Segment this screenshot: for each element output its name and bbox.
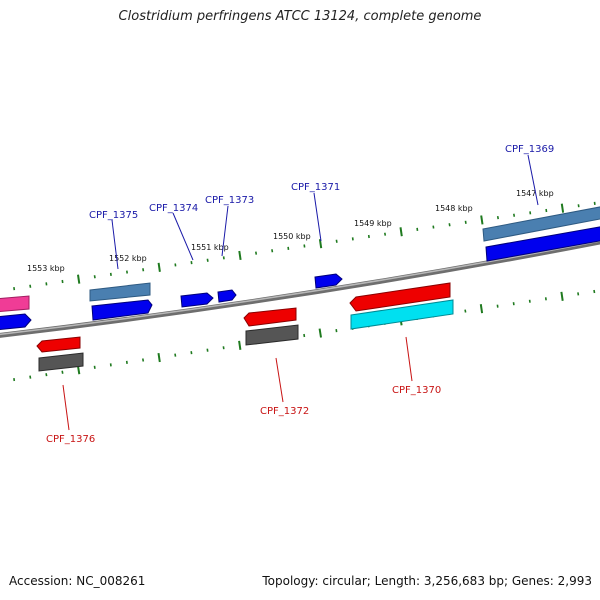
outer-ruler-minor-tick [29, 284, 32, 288]
outer-tick-ruler [13, 201, 596, 291]
outer-ruler-minor-tick [93, 275, 96, 279]
gene-cpf-1370-bar[interactable] [349, 282, 451, 312]
gene-gray-bar[interactable] [245, 324, 299, 346]
gene-cpf-1375-bar[interactable] [89, 282, 151, 302]
outer-ruler-minor-tick [271, 249, 274, 253]
outer-ruler-major-tick [157, 262, 161, 272]
inner-ruler-minor-tick [142, 358, 145, 362]
genome-backbone-highlight [0, 240, 600, 336]
inner-ruler-minor-tick [45, 373, 48, 377]
outer-ruler-major-tick [560, 203, 565, 213]
gene-cpf-1374-bar[interactable] [180, 292, 214, 308]
genome-stats-text: Topology: circular; Length: 3,256,683 bp… [262, 574, 592, 588]
gene-pink-bar[interactable] [0, 295, 30, 313]
kbp-label-1551: 1551 kbp [191, 243, 229, 252]
gene-label-cpf-1370[interactable]: CPF_1370 [392, 385, 441, 396]
gene-label-cpf-1373[interactable]: CPF_1373 [205, 195, 254, 206]
kbp-label-1553: 1553 kbp [27, 264, 65, 273]
leader-cpf-1375 [111, 219, 119, 270]
leader-cpf-1369 [527, 154, 539, 206]
inner-ruler-major-tick [238, 340, 242, 350]
gene-cds-blue-bar-2[interactable] [91, 299, 153, 321]
inner-ruler-minor-tick [577, 292, 580, 296]
inner-ruler-major-tick [318, 328, 322, 338]
inner-ruler-minor-tick [464, 309, 467, 313]
inner-ruler-minor-tick [61, 370, 64, 374]
kbp-label-1547: 1547 kbp [516, 189, 554, 198]
outer-ruler-minor-tick [496, 215, 499, 220]
outer-ruler-minor-tick [335, 239, 338, 243]
accession-text: Accession: NC_008261 [9, 574, 146, 588]
gene-cpf-1372-bar[interactable] [243, 307, 297, 327]
outer-ruler-major-tick [318, 239, 323, 249]
inner-ruler-major-tick [157, 352, 161, 363]
outer-ruler-minor-tick [384, 232, 387, 236]
gene-label-cpf-1372[interactable]: CPF_1372 [260, 406, 309, 417]
gene-label-cpf-1375[interactable]: CPF_1375 [89, 210, 138, 221]
inner-ruler-minor-tick [593, 289, 596, 294]
gene-cpf-1369-bar[interactable] [482, 206, 600, 242]
outer-ruler-minor-tick [206, 258, 209, 262]
leader-cpf-1373 [221, 205, 229, 257]
leader-cpf-1370 [405, 336, 413, 382]
gene-cpf-1376-bar[interactable] [36, 336, 81, 353]
outer-ruler-major-tick [399, 227, 403, 237]
gene-cds-blue-bar[interactable] [485, 226, 600, 262]
outer-ruler-major-tick [480, 215, 484, 225]
gene-label-cpf-1369[interactable]: CPF_1369 [505, 144, 554, 155]
outer-ruler-minor-tick [513, 213, 516, 217]
inner-ruler-minor-tick [174, 353, 177, 357]
kbp-label-1549: 1549 kbp [354, 219, 392, 228]
leader-cpf-1371 [313, 192, 322, 242]
gene-gray-bar-2[interactable] [38, 352, 84, 372]
leader-cpf-1376 [62, 384, 70, 431]
gene-cds-blue-bar-3[interactable] [0, 313, 32, 331]
leader-cpf-1372 [275, 357, 284, 403]
kbp-label-1550: 1550 kbp [273, 232, 311, 241]
inner-ruler-major-tick [479, 304, 484, 314]
inner-ruler-minor-tick [29, 375, 32, 379]
outer-ruler-major-tick [238, 250, 242, 261]
outer-ruler-minor-tick [142, 268, 145, 272]
outer-ruler-major-tick [77, 274, 81, 284]
gene-cpf-1371-bar[interactable] [314, 273, 343, 289]
kbp-label-1552: 1552 kbp [109, 254, 147, 263]
outer-ruler-minor-tick [448, 223, 451, 227]
gene-cyan-bar[interactable] [350, 299, 454, 330]
inner-ruler-major-tick [560, 291, 564, 301]
gene-label-cpf-1371[interactable]: CPF_1371 [291, 182, 340, 193]
gene-cpf-1373-bar[interactable] [217, 289, 237, 303]
genome-backbone [0, 239, 600, 338]
map-title: Clostridium perfringens ATCC 13124, comp… [118, 9, 482, 24]
kbp-label-1548: 1548 kbp [435, 204, 473, 213]
gene-label-cpf-1376[interactable]: CPF_1376 [46, 434, 95, 445]
gene-label-cpf-1374[interactable]: CPF_1374 [149, 203, 198, 214]
leader-cpf-1374 [172, 212, 194, 261]
